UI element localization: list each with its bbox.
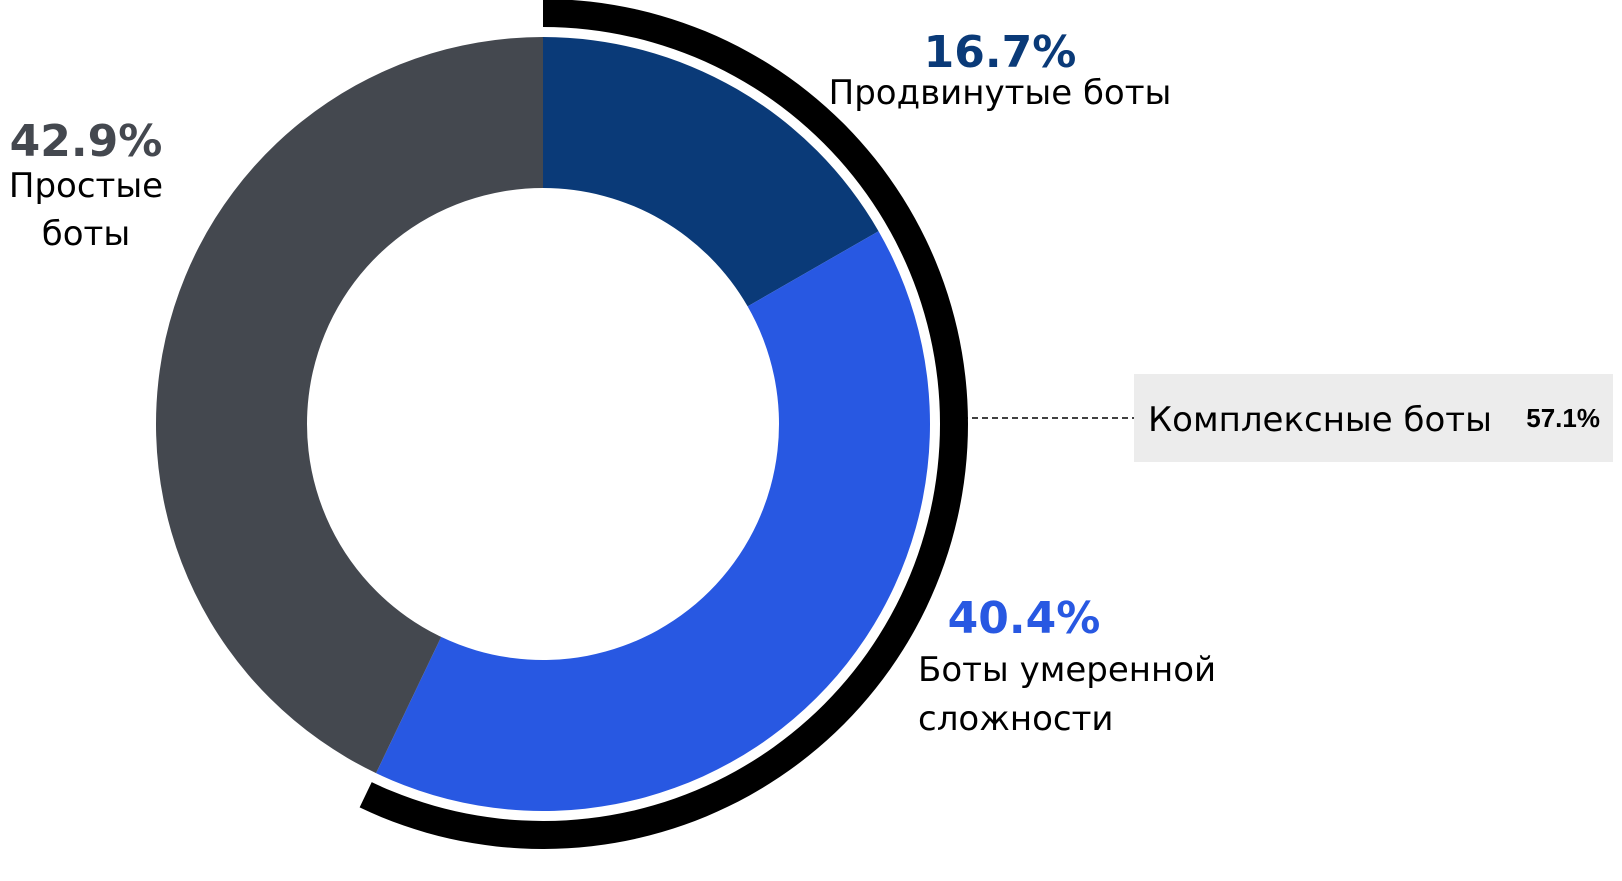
group-label-box [1134,374,1613,462]
category-label-1-line-1: Продвинутые боты [829,73,1172,113]
category-label-3-line-2: боты [42,214,130,254]
slice-2 [376,231,931,811]
category-label-3-line-1: Простые [9,166,163,206]
slice-1 [543,37,879,307]
group-label: Комплексные боты [1148,400,1492,440]
value-label-2: 40.4% [948,593,1101,644]
slices-group [155,37,931,811]
category-label-2-line-1: Боты умеренной [918,650,1216,690]
value-label-1: 16.7% [924,27,1077,78]
slice-labels-group: 16.7%Продвинутые боты 40.4% Боты умеренной… [9,27,1216,739]
value-label-3: 42.9% [10,116,163,167]
slice-3 [155,37,543,774]
group-value-label: 57.1% [1526,403,1600,433]
category-label-2-line-2: сложности [918,699,1113,739]
